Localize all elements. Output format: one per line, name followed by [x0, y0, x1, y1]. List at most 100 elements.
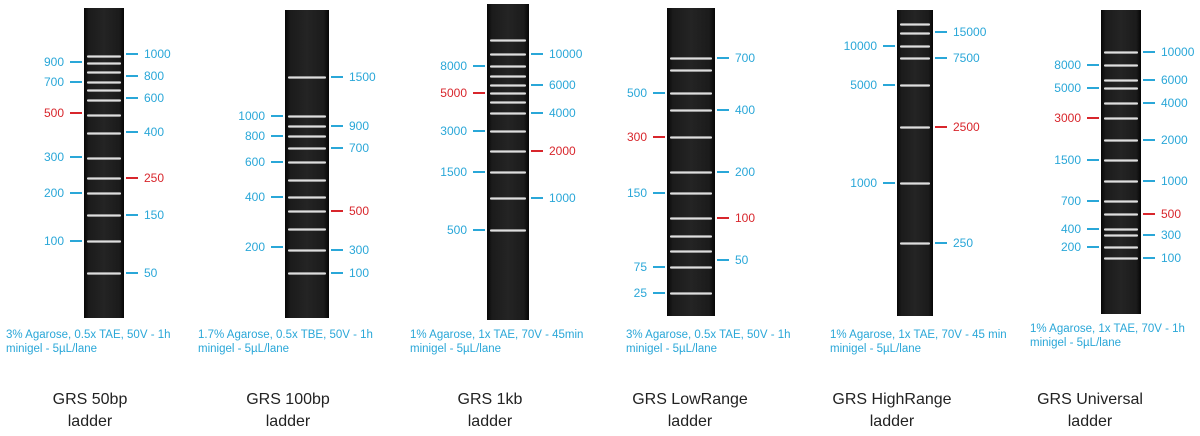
- marker-size-label: 75: [633, 260, 647, 274]
- gel-band: [670, 92, 712, 95]
- marker-size-label: 500: [349, 204, 370, 218]
- marker-size-label: 1500: [440, 165, 467, 179]
- marker-tick: [331, 147, 343, 149]
- gel-band: [490, 92, 526, 95]
- marker-tick: [883, 84, 895, 86]
- gel-band: [670, 136, 712, 139]
- marker-tick: [531, 150, 543, 152]
- gel-band: [288, 147, 326, 150]
- gel-band: [490, 171, 526, 174]
- gel-band: [288, 272, 326, 275]
- marker-size-label: 300: [1161, 228, 1182, 242]
- gel-band: [670, 292, 712, 295]
- marker-size-label: 200: [244, 240, 265, 254]
- marker-tick: [126, 131, 138, 133]
- marker-size-label: 5000: [1054, 81, 1081, 95]
- gel-band: [87, 114, 121, 117]
- gel-band: [490, 101, 526, 104]
- gel-band: [1104, 117, 1138, 120]
- gel-band: [1104, 159, 1138, 162]
- marker-tick: [1087, 87, 1099, 89]
- marker-size-label: 500: [626, 86, 647, 100]
- marker-tick: [717, 217, 729, 219]
- run-conditions-line: 3% Agarose, 0.5x TAE, 50V - 1h: [626, 329, 791, 341]
- ladder-panel: 500 300 150 75 25 700 400 200 100 50 3% Agarose, 0…: [600, 0, 800, 436]
- gel-band: [288, 115, 326, 118]
- gel-band: [900, 126, 930, 129]
- marker-size-label: 100: [349, 266, 370, 280]
- gel-band: [1104, 234, 1138, 237]
- marker-tick: [1087, 117, 1099, 119]
- marker-tick: [653, 292, 665, 294]
- marker-size-label: 400: [1060, 222, 1081, 236]
- marker-size-label: 10000: [1161, 45, 1195, 59]
- marker-size-label: 1000: [549, 191, 576, 205]
- gel-band: [87, 192, 121, 195]
- marker-tick: [717, 109, 729, 111]
- marker-tick: [70, 112, 82, 114]
- run-conditions: 1% Agarose, 1x TAE, 70V - 1h minigel - 5µ…: [1030, 322, 1185, 350]
- ladder-name: GRS 1kb ladder: [410, 389, 570, 433]
- gel-band: [670, 192, 712, 195]
- marker-size-label: 5000: [440, 86, 467, 100]
- marker-size-label: 3000: [1054, 111, 1081, 125]
- run-conditions: 3% Agarose, 0.5x TAE, 50V - 1h minigel - …: [6, 328, 171, 356]
- marker-size-label: 1000: [238, 109, 265, 123]
- run-conditions-line: minigel - 5µL/lane: [626, 343, 718, 355]
- gel-lane: [487, 4, 529, 320]
- marker-tick: [531, 53, 543, 55]
- marker-tick: [126, 177, 138, 179]
- run-conditions-line: 1.7% Agarose, 0.5x TBE, 50V - 1h: [198, 329, 373, 341]
- marker-tick: [1143, 257, 1155, 259]
- gel-band: [1104, 64, 1138, 67]
- marker-size-label: 700: [43, 75, 64, 89]
- ladder-name: GRS 50bp ladder: [10, 389, 170, 433]
- marker-size-label: 6000: [549, 78, 576, 92]
- marker-size-label: 800: [144, 69, 165, 83]
- marker-size-label: 500: [446, 223, 467, 237]
- marker-tick: [70, 192, 82, 194]
- run-conditions: 1% Agarose, 1x TAE, 70V - 45 min minigel …: [830, 328, 1007, 356]
- gel-band: [87, 272, 121, 275]
- marker-tick: [331, 125, 343, 127]
- marker-size-label: 1500: [349, 70, 376, 84]
- marker-size-label: 300: [626, 130, 647, 144]
- marker-tick: [473, 130, 485, 132]
- marker-tick: [935, 126, 947, 128]
- marker-size-label: 100: [43, 234, 64, 248]
- gel-band: [1104, 87, 1138, 90]
- marker-tick: [271, 115, 283, 117]
- marker-tick: [70, 81, 82, 83]
- marker-tick: [271, 196, 283, 198]
- marker-size-label: 10000: [843, 39, 877, 53]
- marker-tick: [883, 45, 895, 47]
- run-conditions-line: minigel - 5µL/lane: [410, 343, 502, 355]
- gel-band: [87, 71, 121, 74]
- marker-tick: [126, 272, 138, 274]
- marker-tick: [531, 197, 543, 199]
- marker-tick: [1143, 79, 1155, 81]
- marker-size-label: 800: [244, 129, 265, 143]
- gel-band: [288, 135, 326, 138]
- ladder-name-line: GRS 100bp: [246, 391, 330, 408]
- marker-size-label: 700: [735, 51, 756, 65]
- marker-tick: [331, 272, 343, 274]
- gel-band: [670, 217, 712, 220]
- ladder-name: GRS HighRange ladder: [812, 389, 972, 433]
- marker-tick: [1087, 200, 1099, 202]
- marker-tick: [653, 92, 665, 94]
- ladder-name-line: ladder: [67, 413, 113, 430]
- run-conditions: 3% Agarose, 0.5x TAE, 50V - 1h minigel - …: [626, 328, 791, 356]
- marker-size-label: 700: [349, 141, 370, 155]
- marker-size-label: 3000: [440, 124, 467, 138]
- marker-tick: [935, 242, 947, 244]
- run-conditions: 1% Agarose, 1x TAE, 70V - 45min minigel -…: [410, 328, 583, 356]
- marker-tick: [531, 84, 543, 86]
- marker-tick: [331, 76, 343, 78]
- run-conditions-line: minigel - 5µL/lane: [6, 343, 98, 355]
- gel-band: [1104, 51, 1138, 54]
- marker-tick: [126, 214, 138, 216]
- marker-tick: [653, 192, 665, 194]
- gel-band: [670, 57, 712, 60]
- marker-size-label: 500: [1161, 207, 1182, 221]
